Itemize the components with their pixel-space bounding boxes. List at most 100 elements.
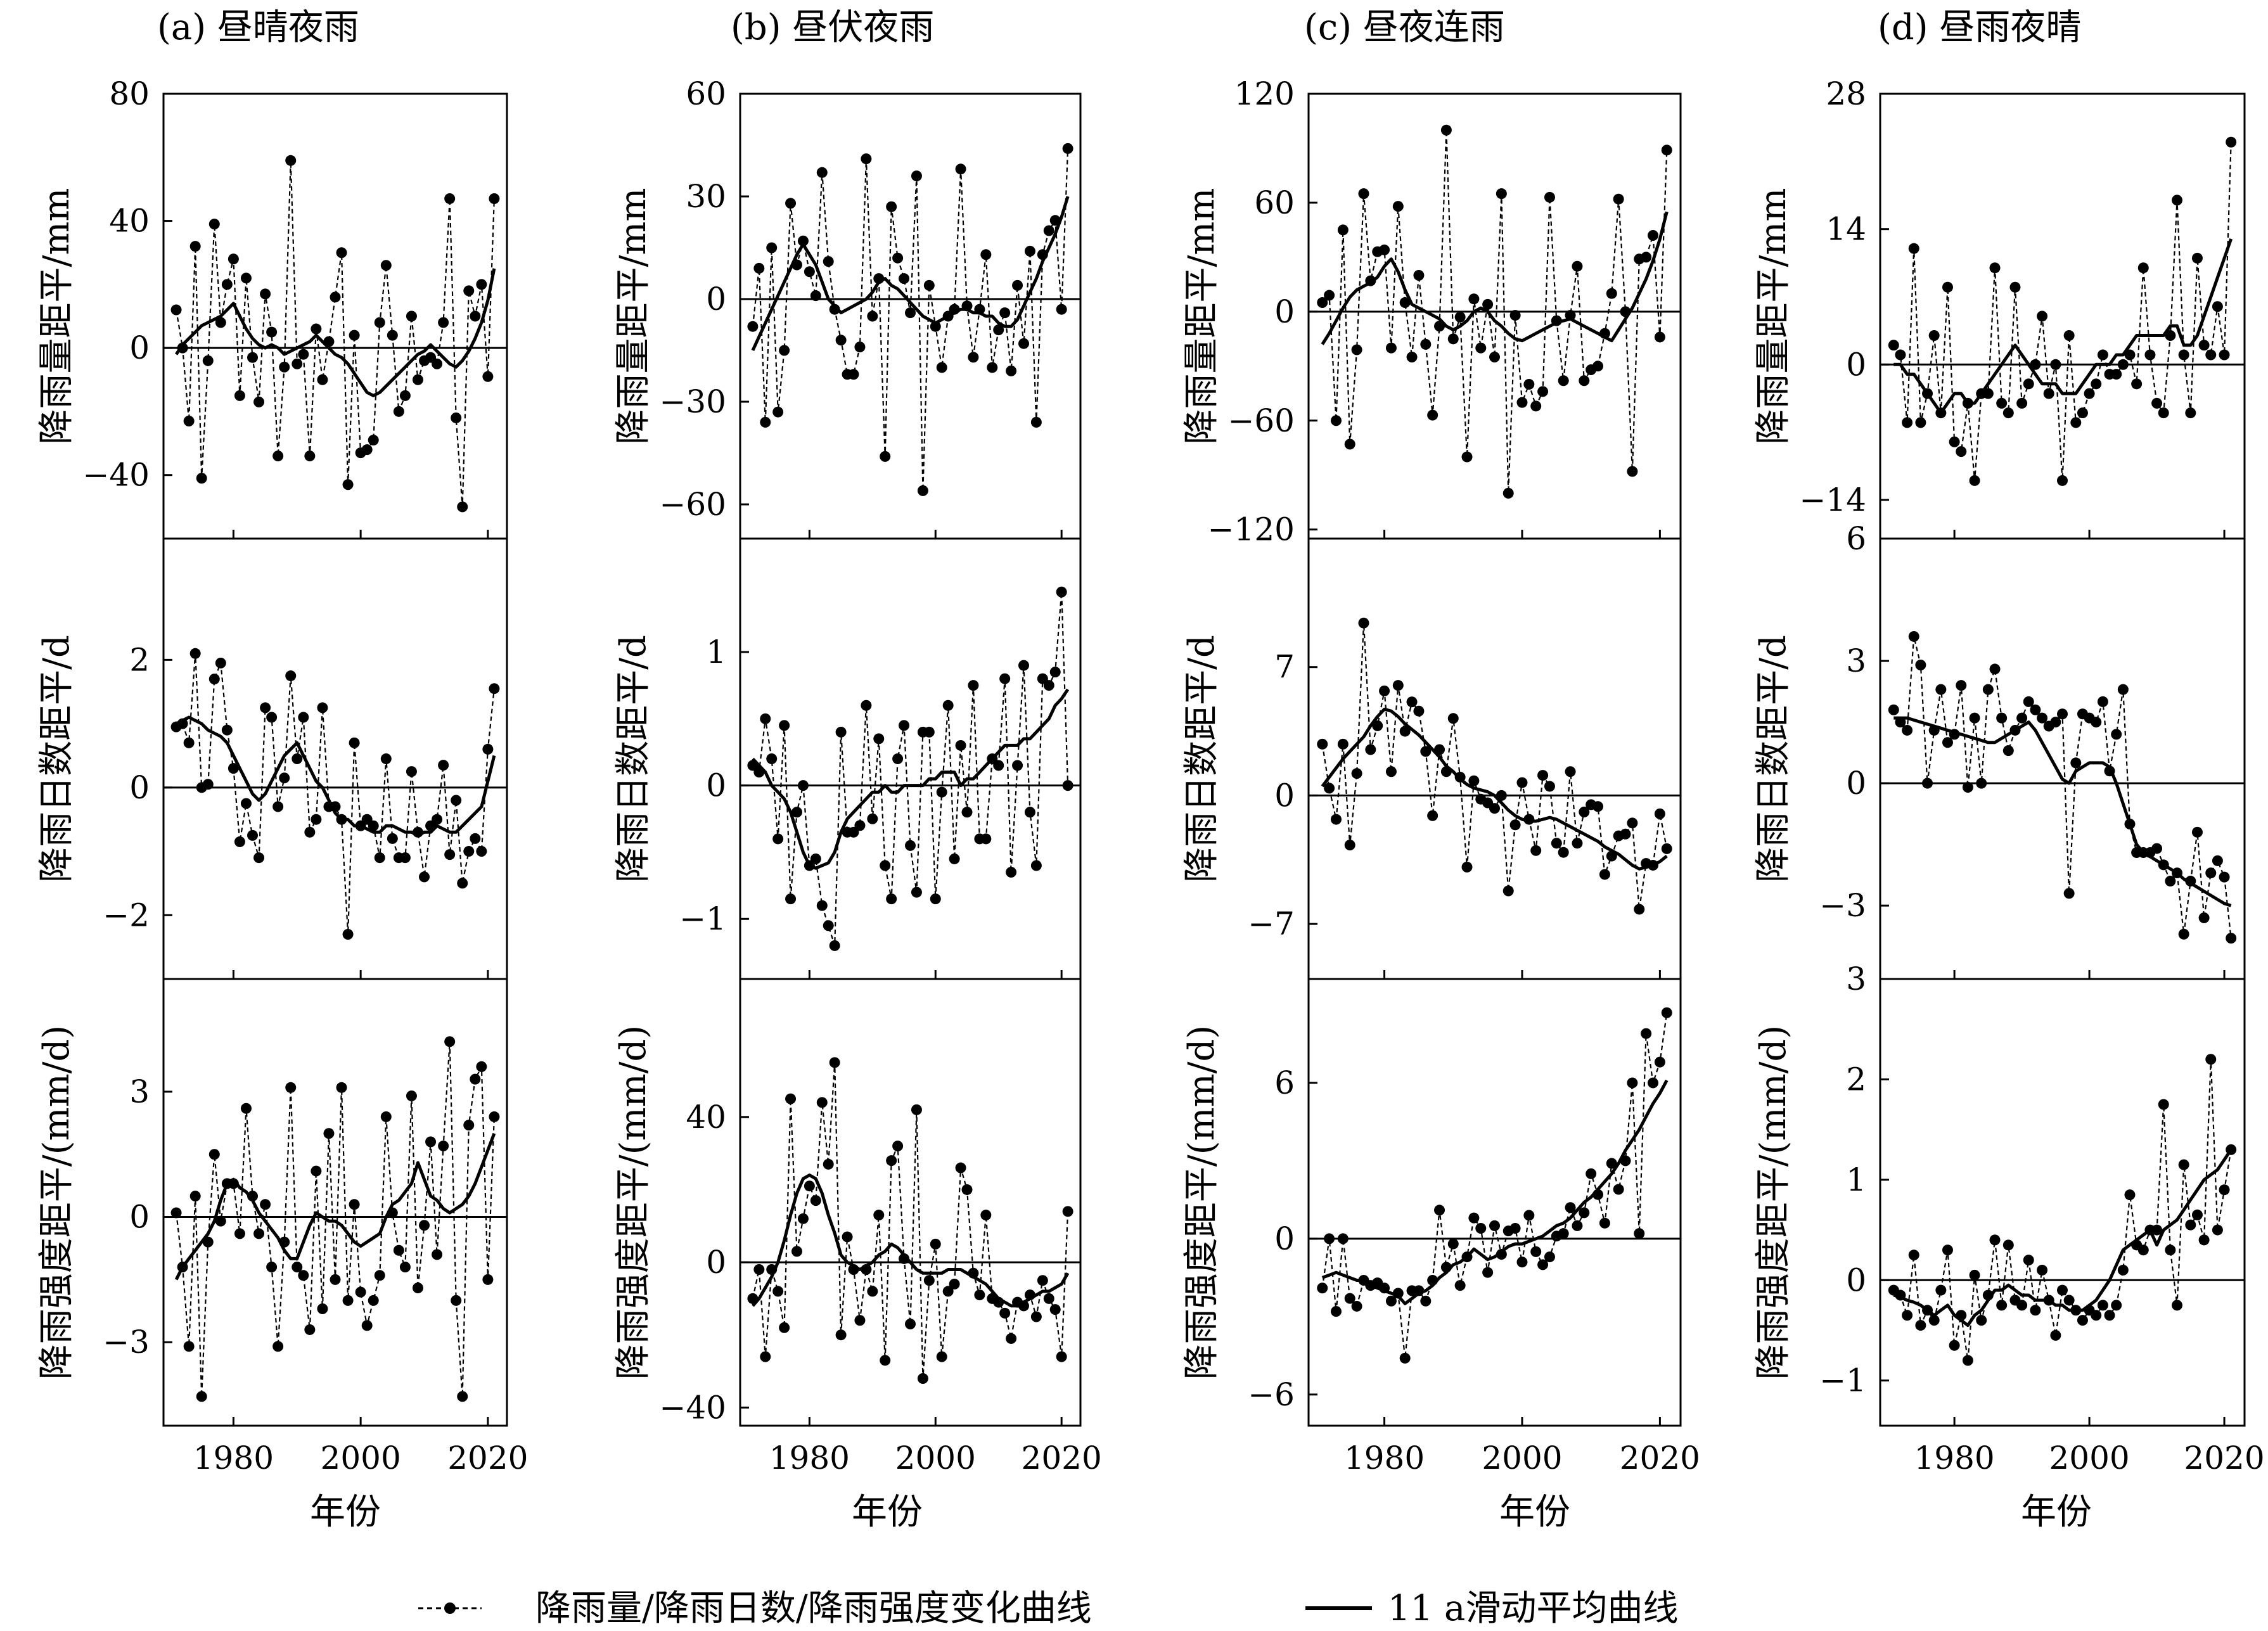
panel-b-amount-annual-point xyxy=(867,310,878,322)
panel-d-days-annual-point xyxy=(2178,928,2189,940)
panel-d-amount: 28 14 0 −14 降雨量距平/mm xyxy=(1753,75,2246,540)
panel-a-intensity-annual-point xyxy=(432,1249,443,1260)
panel-b-days-annual-point xyxy=(886,893,897,905)
panel-c-amount-annual-point xyxy=(1516,397,1528,408)
panel-d-intensity-annual-point xyxy=(2063,1295,2075,1306)
panel-d-intensity-y-tick-label: 3 xyxy=(1846,961,1866,997)
panel-c-intensity-frame xyxy=(1307,978,1682,1427)
panel-d-intensity-annual-point xyxy=(2111,1300,2122,1311)
panel-b-intensity-annual-point xyxy=(760,1351,771,1362)
panel-a-amount-annual-point xyxy=(279,361,290,373)
panel-a-days-annual-point xyxy=(463,846,475,857)
panel-b-amount: 60 30 0 −30 −60 降雨量距平/mm xyxy=(613,75,1082,540)
panel-d-amount-annual-point xyxy=(1982,388,1994,399)
panel-a-amount-annual-point xyxy=(330,291,341,303)
panel-a-days-y-tick-label: 2 xyxy=(129,641,150,678)
panel-d-intensity-annual-point xyxy=(2151,1224,2163,1236)
panel-c-intensity-annual-point xyxy=(1385,1295,1397,1307)
panel-c-intensity-x-tick-label: 2000 xyxy=(1482,1440,1562,1476)
panel-a-amount-annual-point xyxy=(311,323,322,335)
panel-c-days-annual-point xyxy=(1565,766,1576,777)
panel-b-days-annual-point xyxy=(867,813,878,824)
panel-d-days-annual-point xyxy=(2050,717,2061,728)
panel-b-intensity-x-tick-label: 2000 xyxy=(895,1440,976,1476)
panel-c-days-annual-point xyxy=(1406,696,1418,708)
panel-c-days-annual-point xyxy=(1558,847,1569,858)
panel-b-amount-annual-point xyxy=(886,201,897,212)
panel-a-days-annual-point xyxy=(202,779,214,790)
panel-c-amount-annual-point xyxy=(1641,252,1652,263)
panel-a-intensity-x-tick-label: 1980 xyxy=(193,1440,274,1476)
panel-a-intensity-annual-point xyxy=(489,1111,500,1122)
panel-b-intensity-annual-point xyxy=(1006,1333,1017,1344)
panel-d-days-y-axis-label: 降雨日数距平/d xyxy=(1753,635,1794,883)
panel-c-intensity-annual-point xyxy=(1489,1220,1500,1231)
panel-b-days-annual-point xyxy=(785,893,797,905)
panel-c-amount-annual-point xyxy=(1413,270,1425,281)
panel-d-intensity-annual-point xyxy=(2023,1255,2034,1266)
panel-d-intensity-annual-point xyxy=(1908,1250,1919,1261)
panel-b-intensity-annual-point xyxy=(829,1057,840,1068)
panel-b-amount-y-tick-label: 30 xyxy=(686,178,726,215)
panel-c-amount-annual-point xyxy=(1468,293,1480,305)
panel-a-intensity-y-tick-label: 3 xyxy=(129,1073,150,1110)
panel-c-intensity-annual-point xyxy=(1475,1222,1487,1234)
panel-b-days-annual-point xyxy=(1049,667,1061,678)
panel-a-days-annual-point xyxy=(387,833,398,844)
panel-a-intensity-annual-point xyxy=(355,1286,366,1298)
panel-b-intensity-y-tick-label: 40 xyxy=(686,1099,726,1135)
panel-c-amount-annual-point xyxy=(1358,188,1369,200)
panel-a-intensity-annual-point xyxy=(208,1149,220,1160)
panel-a-amount-annual-point xyxy=(387,329,398,341)
legend-ma-label: 11 a滑动平均曲线 xyxy=(1388,1588,1678,1629)
panel-a-amount-annual-point xyxy=(298,349,309,360)
panel-d-amount-moving-average-line xyxy=(1893,238,2233,415)
panel-b-intensity-annual-point xyxy=(842,1231,853,1243)
panel-b-amount-annual-point xyxy=(772,406,784,418)
panel-d-amount-annual-point xyxy=(2009,281,2021,293)
panel-d-days-annual-point xyxy=(2063,888,2075,899)
panel-d-amount-annual-point xyxy=(2043,388,2054,399)
panel-d-amount-annual-point xyxy=(2178,349,2189,361)
panel-a-days-annual-point xyxy=(298,712,309,723)
x-axis-label-a: 年份 xyxy=(310,1492,381,1533)
panel-a-amount-annual-point xyxy=(170,304,182,316)
panel-d-amount-annual-point xyxy=(2185,407,2196,419)
panel-c-intensity-annual-point xyxy=(1509,1222,1521,1234)
panel-c-days-annual-point xyxy=(1468,775,1480,786)
x-axis-labels: 年份 年份 年份 年份 xyxy=(310,1492,2092,1533)
panel-d-amount-annual-point xyxy=(1888,340,1899,351)
panel-c-amount-annual-point xyxy=(1654,331,1665,343)
panel-b-days-annual-point xyxy=(1024,807,1035,818)
panel-d-amount-annual-point xyxy=(2158,407,2169,419)
panel-a-amount-annual-point xyxy=(451,412,462,423)
panel-a-intensity-annual-point xyxy=(457,1391,468,1402)
panel-d-intensity-annual-point xyxy=(2137,1244,2149,1256)
panel-c-intensity-annual-point xyxy=(1434,1205,1445,1216)
panel-b-days-annual-point xyxy=(905,840,916,851)
panel-b-days-y-axis-label: 降雨日数距平/d xyxy=(613,635,654,883)
panel-b-intensity-annual-point xyxy=(880,1355,891,1366)
panel-a-intensity-annual-point xyxy=(240,1103,252,1114)
panel-b-days-annual-point xyxy=(999,673,1011,684)
panel-a-amount-annual-point xyxy=(234,390,245,401)
panel-d-amount-annual-point xyxy=(2212,301,2223,312)
panel-d-amount-annual-point xyxy=(2111,369,2122,380)
panel-d-days-annual-point xyxy=(1915,659,1926,670)
panel-c-days: 7 0 −7 降雨日数距平/d xyxy=(1181,537,1682,980)
panel-b-amount-annual-point xyxy=(1024,245,1035,257)
panel-c-intensity-annual-point xyxy=(1641,1028,1652,1039)
legend: 降雨量/降雨日数/降雨强度变化曲线 11 a滑动平均曲线 xyxy=(418,1588,1678,1629)
panel-a-days-annual-point xyxy=(208,674,220,685)
panel-b-intensity-annual-point xyxy=(923,1275,935,1286)
panel-a-amount-annual-point xyxy=(189,241,201,252)
panel-c-days-annual-point xyxy=(1551,838,1562,849)
panel-b-days-annual-point xyxy=(810,853,821,864)
panel-a-days-annual-point xyxy=(304,826,316,838)
panel-b-amount-annual-point xyxy=(987,362,998,373)
panel-a-days-y-tick-label: −2 xyxy=(103,897,150,933)
panel-d-days-annual-point xyxy=(2219,871,2230,883)
panel-b-amount-annual-point xyxy=(936,362,947,373)
panel-d-intensity-moving-average-line xyxy=(1893,1148,2233,1327)
panel-b-intensity-annual-point xyxy=(810,1195,821,1206)
